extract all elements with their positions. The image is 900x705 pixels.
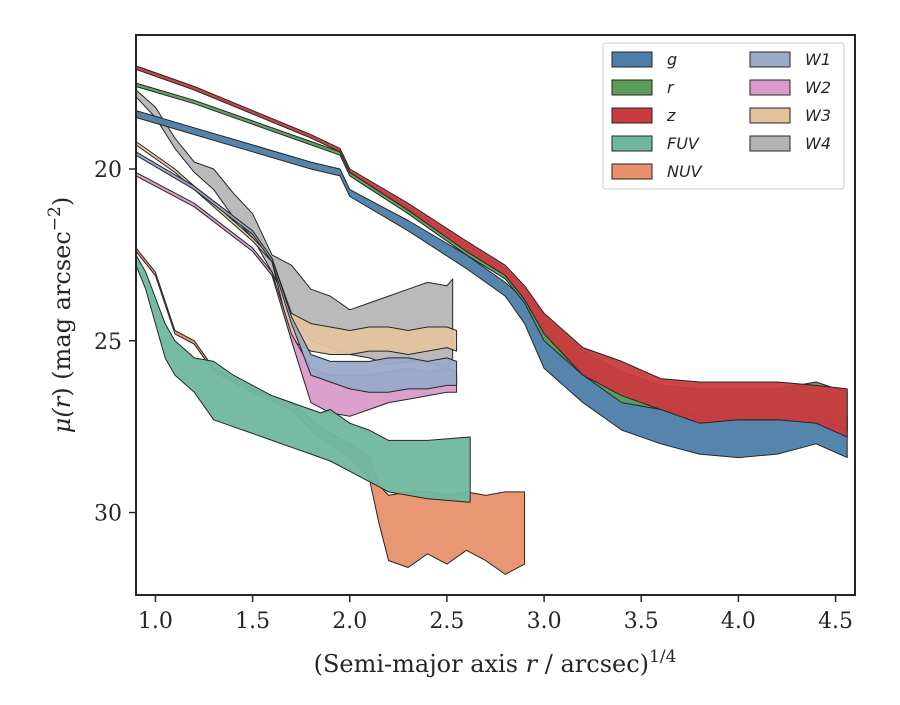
y-axis-ticks: 20 25 30 [94, 158, 136, 527]
legend-label-g: g [667, 50, 677, 69]
legend-swatch-w1 [749, 51, 791, 68]
legend-label-z: z [666, 106, 676, 125]
legend-label-w4: W4 [805, 134, 831, 153]
x-axis-title: (Semi-major axis r / arcsec)1/4 [314, 647, 677, 678]
legend-swatch-g [611, 51, 653, 68]
legend-label-w1: W1 [805, 50, 831, 69]
x-tick-label: 4.0 [721, 609, 756, 634]
legend-label-fuv: FUV [667, 134, 700, 153]
y-tick-label: 25 [94, 330, 122, 355]
x-tick-label: 1.0 [138, 609, 173, 634]
legend-label-r: r [667, 78, 675, 97]
x-axis-ticks: 1.0 1.5 2.0 2.5 3.0 3.5 4.0 4.5 [138, 595, 853, 634]
band-g [135, 110, 848, 459]
legend: grz FUV NUV W1 W2 W3 W4 [602, 42, 845, 190]
profile-bands [135, 65, 848, 575]
legend-swatch-z [611, 107, 653, 124]
legend-swatch-w4 [749, 135, 791, 152]
x-tick-label: 2.0 [332, 609, 367, 634]
x-tick-label: 2.5 [429, 609, 464, 634]
y-axis-title: μ(r) (mag arcsec−2) [45, 197, 76, 434]
band-fuv [135, 254, 471, 503]
legend-swatch-w2 [749, 79, 791, 96]
plot-frame [135, 34, 856, 596]
legend-swatch-w3 [749, 107, 791, 124]
band-z [135, 65, 848, 438]
x-tick-label: 3.0 [527, 609, 562, 634]
band-w1 [135, 151, 458, 393]
y-tick-label: 30 [94, 502, 122, 527]
y-tick-label: 20 [94, 158, 122, 183]
x-tick-label: 4.5 [818, 609, 853, 634]
legend-label-w2: W2 [805, 78, 831, 97]
legend-swatch-r [611, 79, 653, 96]
legend-label-nuv: NUV [667, 162, 703, 181]
legend-label-w3: W3 [805, 106, 831, 125]
legend-swatch-nuv [611, 163, 653, 180]
x-tick-label: 3.5 [624, 609, 659, 634]
legend-swatch-fuv [611, 135, 653, 152]
x-tick-label: 1.5 [235, 609, 270, 634]
